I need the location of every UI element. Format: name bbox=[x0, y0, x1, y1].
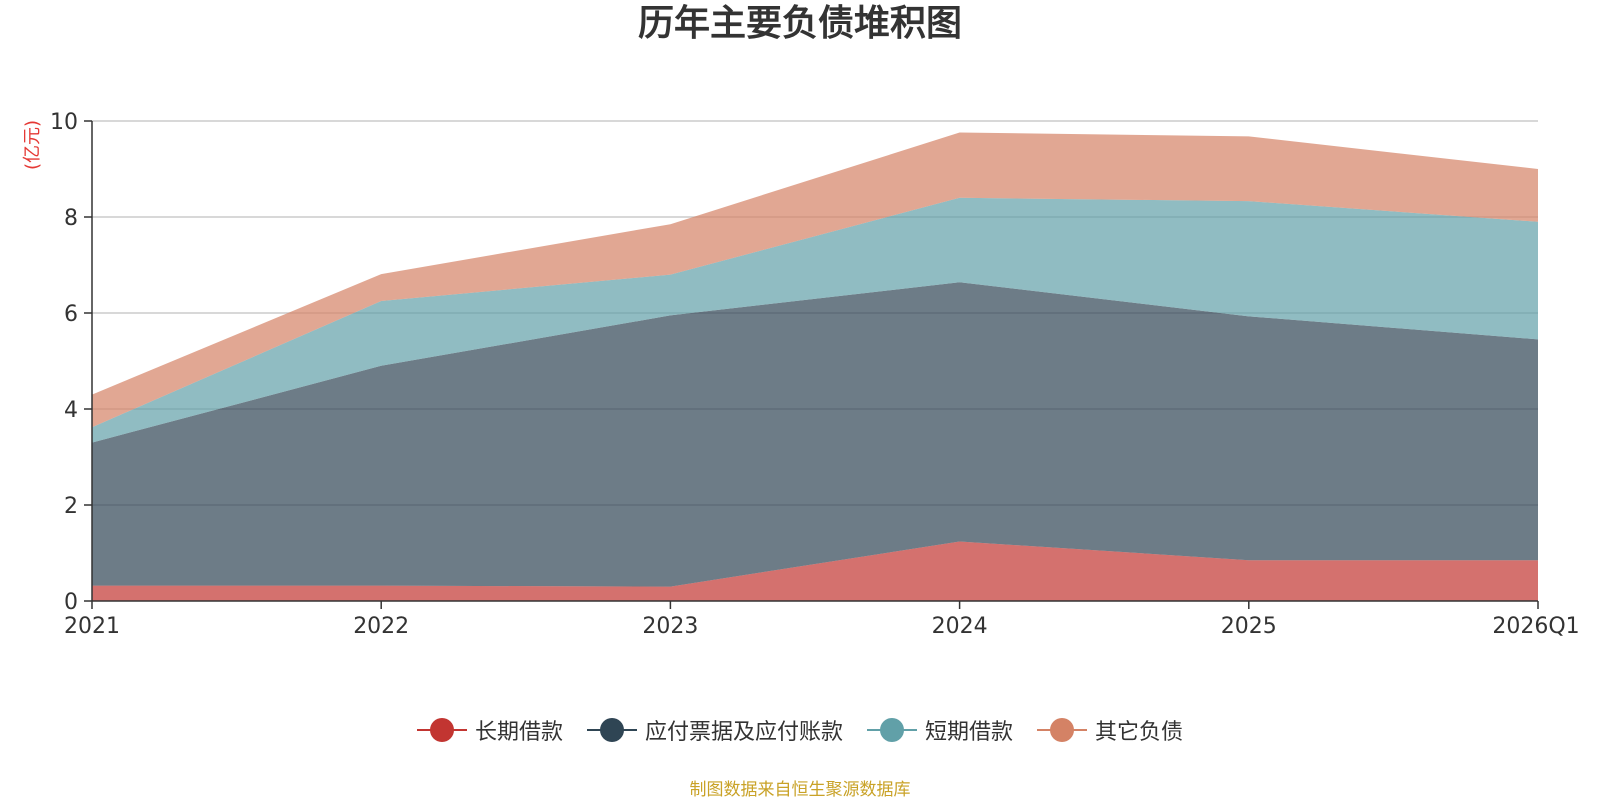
area-series-1[interactable] bbox=[92, 282, 1538, 587]
chart-title: 历年主要负债堆积图 bbox=[637, 3, 962, 44]
legend-item-2[interactable]: 短期借款 bbox=[867, 714, 1013, 746]
area-series-2[interactable] bbox=[92, 197, 1538, 443]
y-tick-label-3: 6 bbox=[64, 302, 78, 327]
legend-label: 长期借款 bbox=[474, 720, 563, 745]
area-series-0[interactable] bbox=[92, 541, 1538, 601]
area-series-3[interactable] bbox=[92, 132, 1538, 428]
legend: 长期借款 应付票据及应付账款 短期借款 其它负债 bbox=[0, 714, 1600, 746]
legend-marker-icon bbox=[416, 717, 467, 743]
x-tick-label-0: 2021 bbox=[64, 614, 120, 639]
legend-item-0[interactable]: 长期借款 bbox=[416, 714, 563, 746]
x-tick-label-5: 2026Q1 bbox=[1492, 614, 1579, 639]
y-tick-label-1: 2 bbox=[64, 494, 78, 519]
source-note: 制图数据来自恒生聚源数据库 bbox=[689, 780, 911, 800]
axes: 0 2 4 6 8 10 2021 2022 2023 2024 2025 2026Q1 bbox=[50, 110, 1580, 639]
x-tick-label-3: 2024 bbox=[932, 614, 988, 639]
legend-marker-icon bbox=[867, 717, 917, 743]
legend-item-3[interactable]: 其它负债 bbox=[1037, 714, 1183, 746]
y-tick-label-0: 0 bbox=[64, 590, 78, 615]
area-series bbox=[92, 132, 1538, 601]
x-tick-label-1: 2022 bbox=[353, 614, 409, 639]
legend-label: 短期借款 bbox=[925, 720, 1014, 745]
x-tick-label-4: 2025 bbox=[1221, 614, 1277, 639]
y-tick-label-4: 8 bbox=[64, 206, 78, 231]
legend-marker-icon bbox=[586, 717, 637, 743]
y-tick-label-2: 4 bbox=[64, 398, 78, 423]
y-tick-label-5: 10 bbox=[50, 110, 78, 135]
x-tick-label-2: 2023 bbox=[642, 614, 698, 639]
legend-marker-icon bbox=[1037, 717, 1088, 743]
legend-label: 其它负债 bbox=[1095, 720, 1184, 745]
y-axis-unit-label: (亿元) bbox=[22, 120, 43, 170]
legend-label: 应付票据及应付账款 bbox=[644, 720, 843, 745]
legend-item-1[interactable]: 应付票据及应付账款 bbox=[586, 714, 843, 746]
